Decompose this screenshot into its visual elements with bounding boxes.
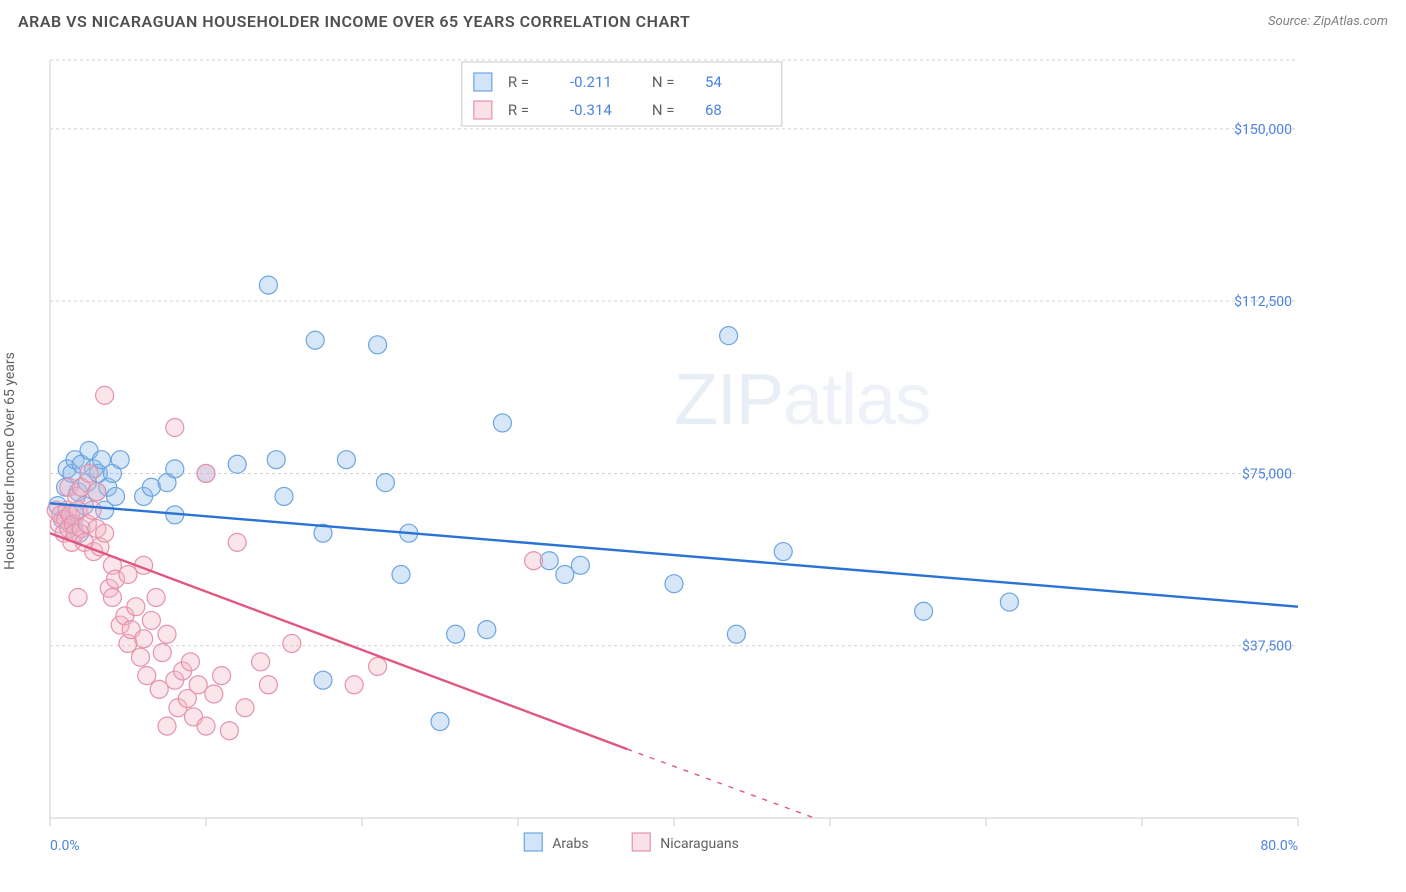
data-point [283, 634, 301, 652]
data-point [720, 327, 738, 345]
data-point [228, 455, 246, 473]
data-point [96, 524, 114, 542]
scatter-chart: ZIPatlas $37,500 $75,000 $112,500 $150,000 0.… [18, 48, 1388, 874]
data-point [197, 464, 215, 482]
data-point [236, 699, 254, 717]
data-point [571, 556, 589, 574]
data-point [1000, 593, 1018, 611]
y-tick-label: $112,500 [1234, 293, 1292, 310]
data-point [189, 676, 207, 694]
legend-n-value: 68 [705, 101, 722, 119]
data-point [150, 680, 168, 698]
data-point [69, 588, 87, 606]
trend-line-extrapolated [627, 749, 814, 818]
data-point [369, 657, 387, 675]
data-point [252, 653, 270, 671]
data-point [727, 625, 745, 643]
data-point [83, 501, 101, 519]
data-point [107, 487, 125, 505]
data-point [96, 386, 114, 404]
data-point [147, 588, 165, 606]
chart-header: ARAB VS NICARAGUAN HOUSEHOLDER INCOME OV… [0, 0, 1406, 37]
data-point [142, 611, 160, 629]
watermark: ZIPatlas [674, 360, 930, 440]
data-point [119, 566, 137, 584]
data-point [138, 667, 156, 685]
legend-r-value: -0.314 [570, 101, 612, 119]
y-tick-label: $75,000 [1242, 465, 1292, 482]
data-point [337, 451, 355, 469]
data-point [158, 625, 176, 643]
data-point [205, 685, 223, 703]
y-axis-label: Householder Income Over 65 years [2, 352, 18, 570]
data-point [213, 667, 231, 685]
data-point [259, 276, 277, 294]
legend-swatch [524, 833, 542, 851]
legend-swatch [474, 73, 492, 91]
data-point [267, 451, 285, 469]
data-point [259, 676, 277, 694]
data-point [103, 588, 121, 606]
data-point [525, 552, 543, 570]
data-point [275, 487, 293, 505]
data-point [376, 474, 394, 492]
data-point [478, 621, 496, 639]
data-point [447, 625, 465, 643]
legend-series-label: Nicaraguans [660, 836, 739, 852]
data-point [127, 598, 145, 616]
data-point [158, 717, 176, 735]
legend-swatch [632, 833, 650, 851]
data-point [345, 676, 363, 694]
data-point [665, 575, 683, 593]
legend-swatch [474, 101, 492, 119]
data-point [774, 543, 792, 561]
data-point [369, 336, 387, 354]
legend-series-label: Arabs [552, 836, 588, 852]
y-tick-label: $37,500 [1242, 638, 1292, 655]
data-point [392, 566, 410, 584]
data-point [166, 419, 184, 437]
data-point [131, 648, 149, 666]
data-point [314, 671, 332, 689]
data-point [153, 644, 171, 662]
data-point [228, 533, 246, 551]
data-point [220, 722, 238, 740]
data-point [197, 717, 215, 735]
data-point [135, 630, 153, 648]
data-point [915, 602, 933, 620]
x-max-label: 80.0% [1260, 838, 1298, 854]
legend-n-label: N = [652, 73, 675, 91]
data-point [88, 483, 106, 501]
chart-title: ARAB VS NICARAGUAN HOUSEHOLDER INCOME OV… [18, 12, 690, 31]
data-point [306, 331, 324, 349]
data-point [493, 414, 511, 432]
data-point [181, 653, 199, 671]
legend-n-label: N = [652, 101, 675, 119]
data-point [166, 460, 184, 478]
data-point [431, 713, 449, 731]
legend-r-value: -0.211 [570, 73, 612, 91]
chart-area: Householder Income Over 65 years ZIPatla… [18, 48, 1388, 874]
legend-n-value: 54 [705, 73, 722, 91]
legend-r-label: R = [508, 73, 529, 91]
chart-source: Source: ZipAtlas.com [1268, 14, 1388, 29]
x-min-label: 0.0% [50, 838, 80, 854]
data-point [111, 451, 129, 469]
y-tick-label: $150,000 [1234, 121, 1292, 138]
data-point [80, 464, 98, 482]
legend-r-label: R = [508, 101, 529, 119]
data-point [556, 566, 574, 584]
